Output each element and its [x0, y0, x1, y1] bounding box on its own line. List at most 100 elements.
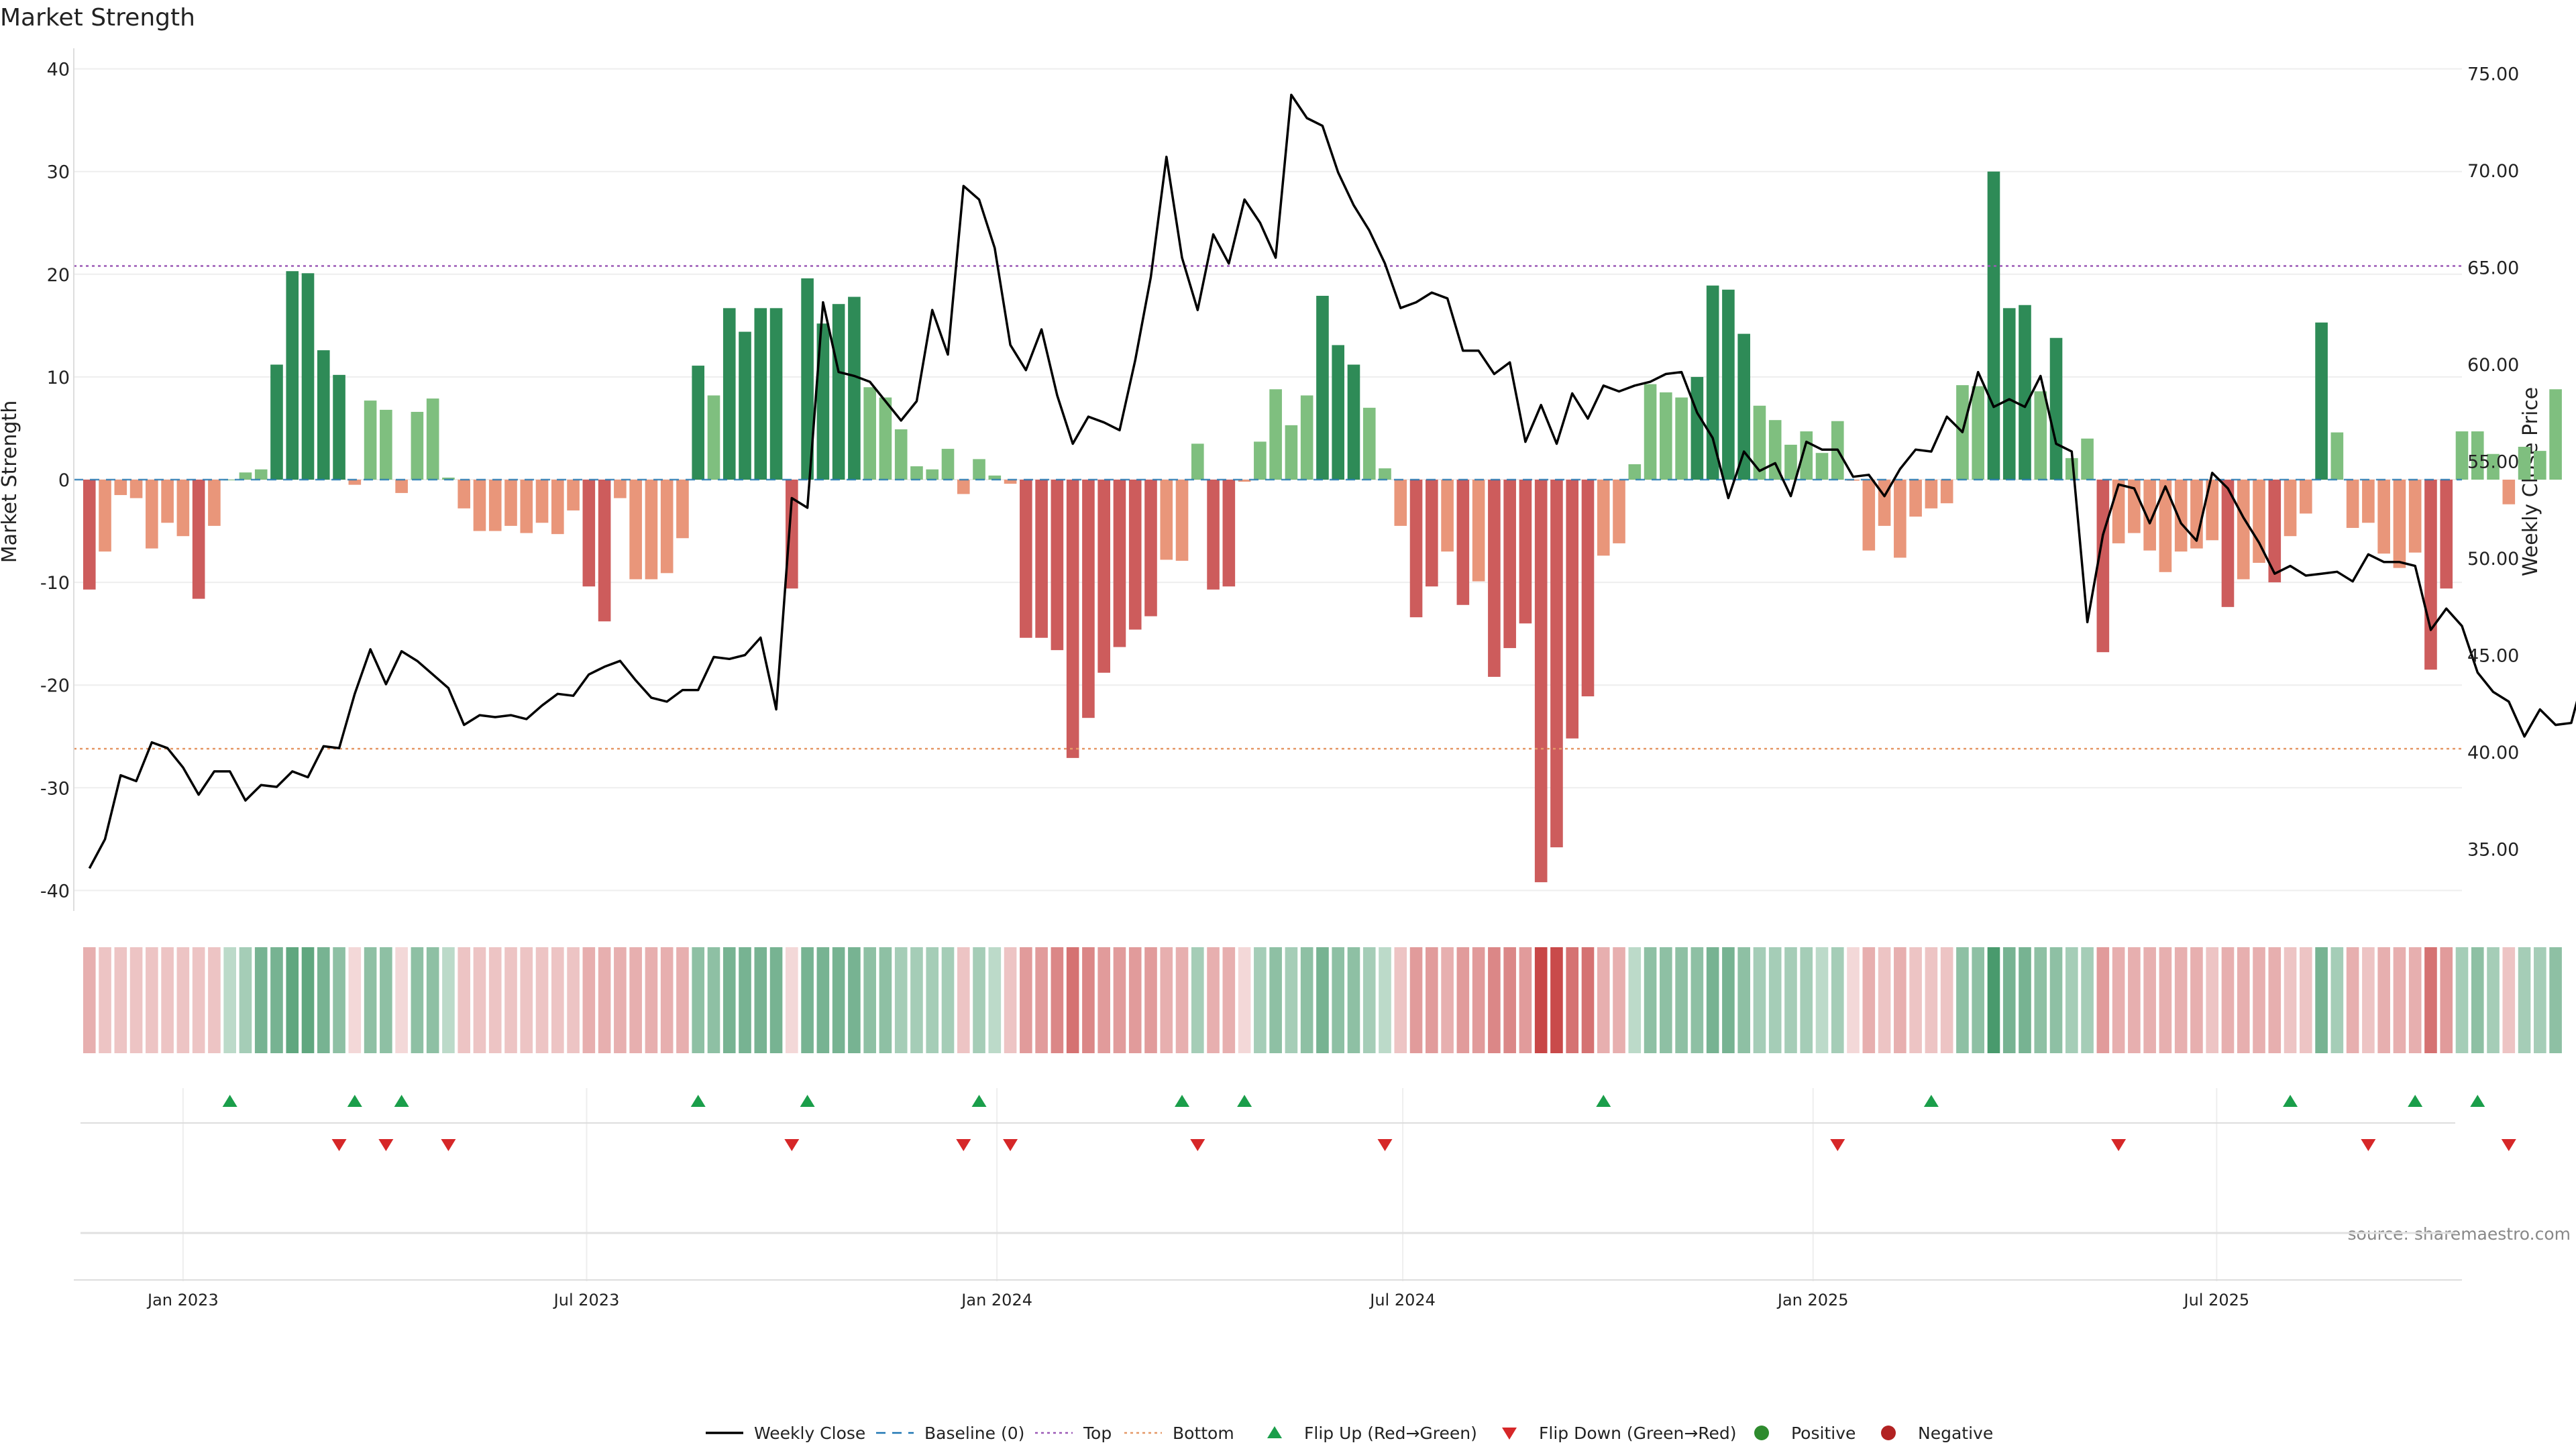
flip-down-marker — [2361, 1139, 2376, 1151]
strength-bar — [1597, 480, 1610, 556]
heat-cell — [301, 947, 315, 1053]
heat-cell — [1097, 947, 1110, 1053]
heat-cell — [988, 947, 1002, 1053]
strength-bar — [1862, 480, 1876, 551]
legend-dot — [1754, 1426, 1769, 1440]
strength-bar — [1660, 392, 1672, 480]
heat-cell — [2002, 947, 2016, 1053]
strength-bar — [1035, 480, 1048, 638]
heat-cell — [1254, 947, 1267, 1053]
strength-bar — [2346, 480, 2359, 528]
heat-cell — [2190, 947, 2203, 1053]
heat-cell — [1597, 947, 1610, 1053]
heat-cell — [129, 947, 143, 1053]
heat-cell — [801, 947, 814, 1053]
heat-cell — [707, 947, 720, 1053]
heat-cell — [1285, 947, 1298, 1053]
strength-bar — [1534, 480, 1548, 883]
strength-bar — [1426, 480, 1438, 587]
y-tick-label: 0 — [58, 470, 70, 491]
heat-cell — [270, 947, 283, 1053]
flip-down-marker — [2111, 1139, 2127, 1151]
heat-cell — [442, 947, 455, 1053]
strength-bar — [988, 475, 1002, 480]
heat-cell — [722, 947, 736, 1053]
strength-bar — [926, 469, 939, 480]
heat-cell — [2362, 947, 2375, 1053]
strength-bar — [2502, 480, 2516, 504]
heat-cell — [1004, 947, 1017, 1053]
heat-cell — [2253, 947, 2265, 1053]
flip-up-marker — [394, 1095, 409, 1107]
strength-bar — [786, 480, 798, 589]
flip-up-marker — [690, 1095, 706, 1107]
x-tick-label: Jan 2025 — [1776, 1291, 1849, 1309]
flip-up-marker — [2283, 1095, 2298, 1107]
heat-strip-layer — [83, 947, 2562, 1053]
strength-bar — [2518, 447, 2531, 480]
heat-cell — [520, 947, 533, 1053]
heat-cell — [2346, 947, 2359, 1053]
heat-cell — [739, 947, 751, 1053]
strength-bars-layer — [83, 171, 2562, 883]
heat-cell — [645, 947, 658, 1053]
heat-cell — [1831, 947, 1844, 1053]
strength-bar — [333, 374, 345, 480]
heat-cell — [1128, 947, 1142, 1053]
heat-cell — [1456, 947, 1470, 1053]
heat-cell — [1426, 947, 1438, 1053]
heat-cell — [1628, 947, 1642, 1053]
heat-cell — [1316, 947, 1329, 1053]
heat-cell — [1784, 947, 1797, 1053]
strength-bar — [348, 480, 362, 485]
heat-cell — [2300, 947, 2312, 1053]
strength-bar — [504, 480, 517, 526]
strength-bar — [801, 278, 814, 480]
strength-bar — [99, 480, 111, 552]
strength-bar — [707, 395, 720, 480]
heat-cell — [1191, 947, 1204, 1053]
strength-bar — [161, 480, 174, 523]
strength-bar — [2549, 389, 2562, 480]
strength-bar — [910, 466, 923, 480]
heat-cell — [848, 947, 861, 1053]
strength-bar — [598, 480, 611, 622]
strength-bar — [1269, 389, 1282, 480]
heat-cell — [2019, 947, 2031, 1053]
strength-bar — [1285, 425, 1298, 480]
heat-cell — [1909, 947, 1922, 1053]
strength-bar — [2315, 322, 2328, 480]
heat-cell — [348, 947, 362, 1053]
heat-cell — [660, 947, 674, 1053]
strength-bar — [1628, 464, 1642, 480]
strength-bar — [2253, 480, 2265, 564]
strength-bar — [1207, 480, 1220, 590]
heat-cell — [286, 947, 299, 1053]
heat-cell — [629, 947, 642, 1053]
x-tick-label: Jan 2023 — [146, 1291, 219, 1309]
strength-bar — [894, 429, 908, 480]
heat-cell — [535, 947, 549, 1053]
flip-up-marker — [1175, 1095, 1190, 1107]
strength-bar — [2081, 438, 2094, 480]
strength-bar — [2424, 480, 2437, 670]
strength-bar — [1909, 480, 1922, 517]
strength-bar — [1020, 480, 1032, 638]
heat-cell — [582, 947, 596, 1053]
heat-cell — [1660, 947, 1672, 1053]
strength-bar — [1613, 480, 1625, 543]
strength-bar — [2362, 480, 2375, 523]
heat-cell — [1332, 947, 1345, 1053]
y-tick-label: 30 — [47, 162, 70, 183]
chart-title: Market Strength — [0, 4, 195, 32]
strength-bar — [2268, 480, 2282, 583]
heat-cell — [957, 947, 970, 1053]
strength-bar — [1316, 295, 1329, 480]
heat-cell — [1379, 947, 1391, 1053]
strength-bar — [380, 409, 392, 480]
flip-up-marker — [1237, 1095, 1252, 1107]
strength-bar — [567, 480, 580, 511]
flip-down-marker — [331, 1139, 347, 1151]
flip-up-icon — [1267, 1426, 1282, 1438]
heat-cell — [83, 947, 96, 1053]
